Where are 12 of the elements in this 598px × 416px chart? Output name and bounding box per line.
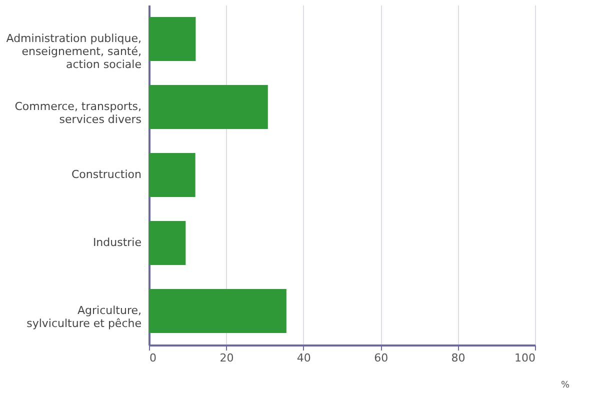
x-tick-label: 0 — [150, 352, 156, 364]
x-tick-label: 60 — [374, 352, 388, 364]
y-tick-label: Industrie — [92, 236, 142, 249]
y-tick-label: Commerce, transports, services divers — [14, 100, 142, 126]
x-tick-label: 40 — [296, 352, 311, 364]
x-tick-label: 20 — [220, 352, 234, 364]
y-tick-label: Administration publique, enseignement, santé, action sociale — [6, 32, 142, 71]
x-tick-label: 80 — [451, 352, 466, 364]
y-tick-label: Agriculture, sylviculture et pêche — [26, 304, 142, 330]
x-tick-label: 100 — [514, 352, 536, 364]
y-tick-label: Construction — [71, 168, 142, 181]
x-axis-title: % — [560, 380, 570, 390]
